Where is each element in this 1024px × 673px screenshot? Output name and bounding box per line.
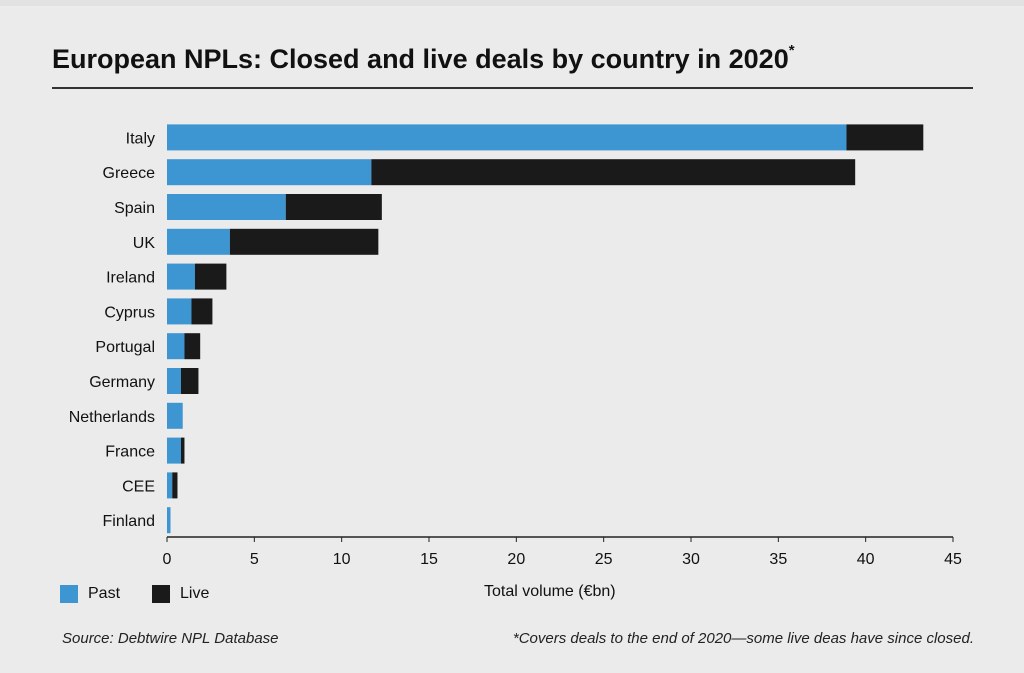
x-tick-label-15: 15 (420, 551, 438, 568)
footnote: *Covers deals to the end of 2020—some li… (512, 630, 974, 647)
bar-past-cee (167, 472, 173, 499)
category-label-uk: UK (133, 235, 156, 252)
bar-live-uk (229, 228, 379, 255)
category-label-spain: Spain (114, 200, 155, 217)
x-tick-label-30: 30 (682, 551, 700, 568)
category-label-netherlands: Netherlands (69, 409, 155, 426)
legend-swatch-past (60, 585, 78, 603)
category-label-greece: Greece (103, 165, 156, 182)
bar-past-finland (167, 507, 171, 534)
bar-live-france (180, 437, 185, 464)
legend-item-past: Past (60, 585, 120, 603)
bar-past-netherlands (167, 402, 183, 429)
legend-label-live: Live (180, 585, 210, 602)
bar-live-greece (371, 159, 856, 186)
legend-swatch-live (152, 585, 171, 603)
legend: Past Live (60, 585, 241, 603)
category-label-italy: Italy (126, 130, 155, 147)
bar-live-germany (180, 368, 199, 394)
bar-past-spain (167, 194, 286, 220)
top-strip (0, 0, 1024, 6)
bar-live-italy (846, 124, 924, 151)
bar-past-ireland (167, 263, 195, 290)
chart-title: European NPLs: Closed and live deals by … (52, 42, 795, 75)
title-rule (52, 87, 973, 89)
bar-past-uk (167, 228, 230, 255)
x-axis-label: Total volume (€bn) (484, 583, 616, 600)
category-label-ireland: Ireland (106, 270, 155, 287)
x-tick-label-40: 40 (857, 551, 875, 568)
bar-past-greece (167, 159, 372, 186)
category-label-cyprus: Cyprus (104, 304, 155, 321)
x-tick-label-10: 10 (333, 551, 351, 568)
x-tick-label-35: 35 (769, 551, 787, 568)
category-label-france: France (105, 444, 155, 461)
bar-past-france (167, 437, 181, 464)
bar-live-portugal (184, 333, 201, 360)
bar-past-cyprus (167, 298, 192, 325)
bar-live-ireland (194, 263, 227, 290)
legend-label-past: Past (88, 585, 121, 602)
legend-item-live: Live (152, 585, 209, 603)
x-tick-label-5: 5 (250, 551, 259, 568)
bar-live-cee (172, 472, 178, 499)
bar-past-portugal (167, 333, 185, 360)
bar-past-italy (167, 124, 847, 151)
bar-live-cyprus (191, 298, 213, 325)
title-footnote-mark: * (788, 42, 795, 59)
category-label-germany: Germany (89, 374, 155, 391)
x-tick-label-0: 0 (163, 551, 172, 568)
category-label-portugal: Portugal (95, 339, 155, 356)
x-tick-label-45: 45 (944, 551, 962, 568)
chart-title-text: European NPLs: Closed and live deals by … (52, 44, 789, 74)
bar-live-spain (285, 194, 382, 220)
x-tick-label-20: 20 (507, 551, 525, 568)
category-label-finland: Finland (103, 513, 155, 530)
bar-past-germany (167, 368, 181, 394)
x-tick-label-25: 25 (595, 551, 613, 568)
category-label-cee: CEE (122, 478, 155, 495)
source-note: Source: Debtwire NPL Database (62, 630, 279, 647)
